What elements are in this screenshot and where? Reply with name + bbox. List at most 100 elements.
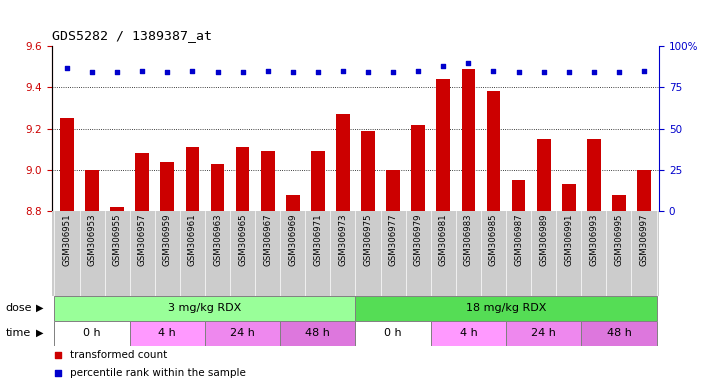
Text: GSM306963: GSM306963 bbox=[213, 214, 222, 266]
Bar bbox=[562, 184, 576, 384]
Bar bbox=[235, 147, 250, 384]
Bar bbox=[55, 321, 129, 346]
Bar bbox=[437, 79, 450, 384]
Point bbox=[405, 291, 417, 297]
Bar bbox=[612, 195, 626, 384]
Text: 4 h: 4 h bbox=[159, 328, 176, 338]
Bar bbox=[386, 170, 400, 384]
Point bbox=[638, 68, 650, 74]
Text: 18 mg/kg RDX: 18 mg/kg RDX bbox=[466, 303, 546, 313]
Text: 24 h: 24 h bbox=[230, 328, 255, 338]
Text: 0 h: 0 h bbox=[83, 328, 101, 338]
Point bbox=[187, 68, 198, 74]
Text: GDS5282 / 1389387_at: GDS5282 / 1389387_at bbox=[52, 29, 212, 42]
Point bbox=[614, 70, 625, 76]
Text: 24 h: 24 h bbox=[531, 328, 556, 338]
Text: GSM306973: GSM306973 bbox=[338, 214, 348, 266]
Bar bbox=[356, 321, 431, 346]
Point bbox=[61, 65, 73, 71]
Point bbox=[513, 70, 524, 76]
Text: 48 h: 48 h bbox=[306, 328, 331, 338]
Point bbox=[86, 70, 97, 76]
Text: GSM306965: GSM306965 bbox=[238, 214, 247, 266]
Text: percentile rank within the sample: percentile rank within the sample bbox=[70, 367, 246, 377]
Point bbox=[588, 70, 599, 76]
Text: GSM306955: GSM306955 bbox=[112, 214, 122, 266]
Point bbox=[262, 68, 273, 74]
Bar bbox=[336, 114, 350, 384]
Point bbox=[237, 70, 248, 76]
Bar bbox=[537, 139, 550, 384]
Point bbox=[488, 68, 499, 74]
Bar bbox=[506, 321, 582, 346]
Text: GSM306977: GSM306977 bbox=[389, 214, 397, 266]
Bar bbox=[587, 139, 601, 384]
Point bbox=[337, 68, 348, 74]
Bar bbox=[361, 131, 375, 384]
Point bbox=[463, 60, 474, 66]
Text: ▶: ▶ bbox=[36, 303, 44, 313]
Bar bbox=[637, 170, 651, 384]
Text: GSM306959: GSM306959 bbox=[163, 214, 172, 266]
Text: GSM306993: GSM306993 bbox=[589, 214, 599, 266]
Point bbox=[563, 70, 574, 76]
Text: GSM306983: GSM306983 bbox=[464, 214, 473, 266]
Point bbox=[112, 70, 123, 76]
Point bbox=[387, 70, 399, 76]
Text: GSM306971: GSM306971 bbox=[314, 214, 322, 266]
Text: 48 h: 48 h bbox=[606, 328, 631, 338]
Bar bbox=[135, 154, 149, 384]
Bar bbox=[412, 124, 425, 384]
Point bbox=[212, 70, 223, 76]
Point bbox=[363, 70, 374, 76]
Point bbox=[161, 70, 173, 76]
Bar bbox=[186, 147, 199, 384]
Point bbox=[137, 68, 148, 74]
Point bbox=[287, 70, 299, 76]
Point bbox=[312, 70, 324, 76]
Text: GSM306975: GSM306975 bbox=[363, 214, 373, 266]
Bar bbox=[129, 321, 205, 346]
Bar bbox=[85, 170, 99, 384]
Point bbox=[438, 63, 449, 69]
Text: GSM306979: GSM306979 bbox=[414, 214, 423, 266]
Text: GSM306997: GSM306997 bbox=[639, 214, 648, 266]
Bar bbox=[582, 321, 656, 346]
Text: ▶: ▶ bbox=[36, 328, 44, 338]
Bar bbox=[286, 195, 299, 384]
Point bbox=[538, 70, 550, 76]
Text: dose: dose bbox=[6, 303, 32, 313]
Text: GSM306981: GSM306981 bbox=[439, 214, 448, 266]
Bar bbox=[60, 118, 74, 384]
Point bbox=[405, 134, 417, 140]
Text: GSM306969: GSM306969 bbox=[288, 214, 297, 266]
Bar bbox=[55, 296, 356, 321]
Bar bbox=[161, 162, 174, 384]
Text: GSM306951: GSM306951 bbox=[63, 214, 72, 266]
Text: 0 h: 0 h bbox=[385, 328, 402, 338]
Text: GSM306961: GSM306961 bbox=[188, 214, 197, 266]
Bar bbox=[210, 164, 225, 384]
Text: transformed count: transformed count bbox=[70, 350, 167, 360]
Bar bbox=[205, 321, 280, 346]
Text: 3 mg/kg RDX: 3 mg/kg RDX bbox=[169, 303, 242, 313]
Bar bbox=[261, 151, 274, 384]
Text: GSM306967: GSM306967 bbox=[263, 214, 272, 266]
Text: 4 h: 4 h bbox=[459, 328, 477, 338]
Bar bbox=[356, 296, 656, 321]
Bar bbox=[486, 91, 501, 384]
Text: GSM306953: GSM306953 bbox=[87, 214, 97, 266]
Text: time: time bbox=[6, 328, 31, 338]
Text: GSM306995: GSM306995 bbox=[614, 214, 624, 266]
Text: GSM306987: GSM306987 bbox=[514, 214, 523, 266]
Text: GSM306989: GSM306989 bbox=[539, 214, 548, 266]
Text: GSM306991: GSM306991 bbox=[565, 214, 573, 266]
Bar bbox=[431, 321, 506, 346]
Bar bbox=[461, 69, 476, 384]
Bar bbox=[110, 207, 124, 384]
Point bbox=[412, 68, 424, 74]
Bar bbox=[311, 151, 325, 384]
Text: GSM306957: GSM306957 bbox=[138, 214, 146, 266]
Bar bbox=[280, 321, 356, 346]
Bar bbox=[512, 180, 525, 384]
